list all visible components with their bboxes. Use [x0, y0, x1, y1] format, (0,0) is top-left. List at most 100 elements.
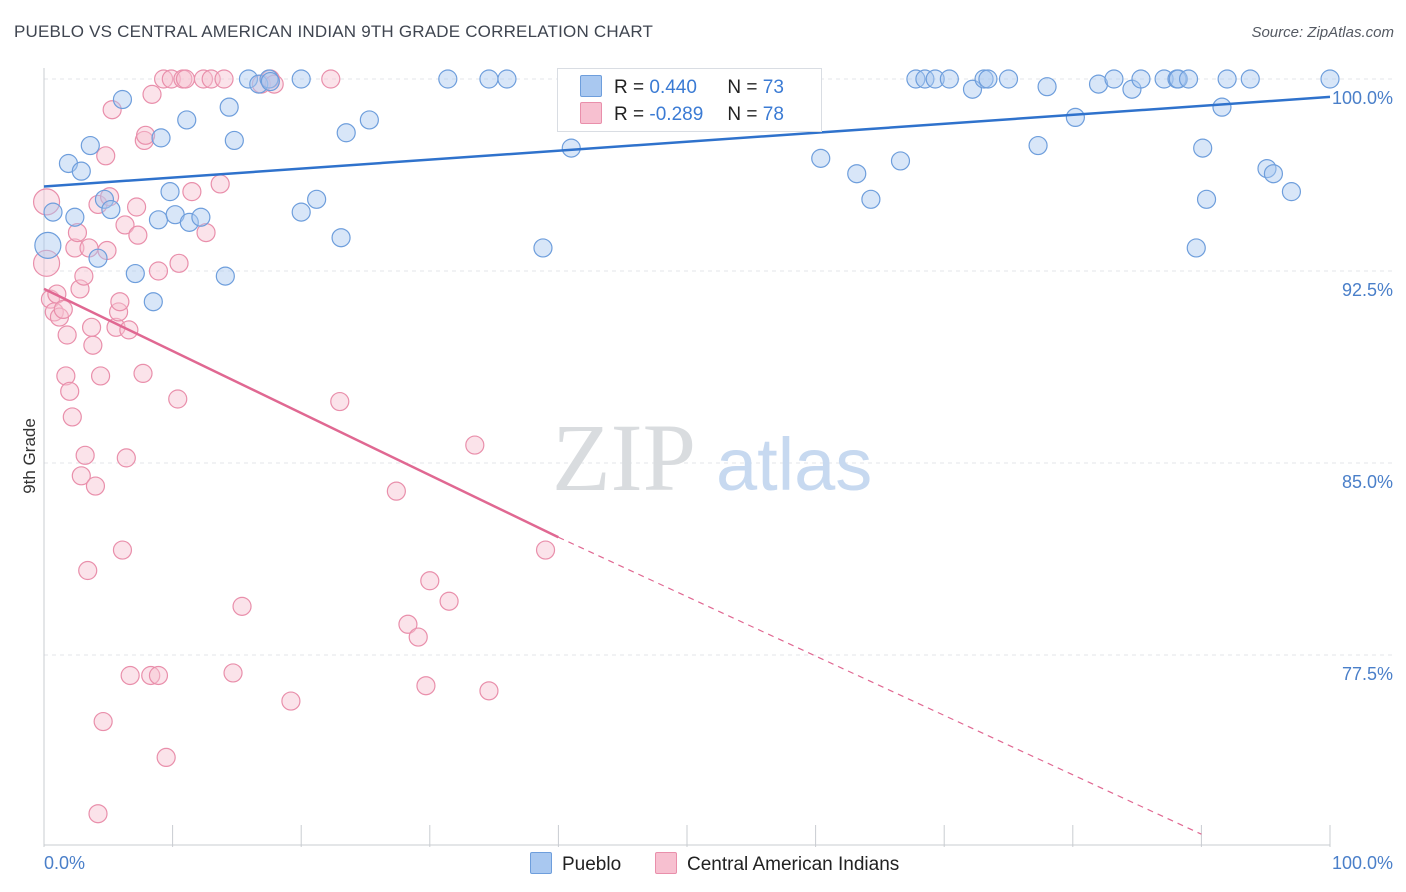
data-point — [191, 207, 211, 227]
legend-n-value: 78 — [762, 104, 784, 125]
data-point — [57, 325, 77, 345]
legend-item-pueblo[interactable]: Pueblo — [530, 852, 621, 876]
data-point — [169, 253, 189, 273]
x-tick-labels: 0.0% 100.0% — [44, 853, 1393, 873]
data-point — [260, 71, 280, 92]
data-point — [133, 363, 153, 383]
data-point — [78, 560, 98, 581]
legend-r-label: R = — [614, 77, 645, 98]
data-point — [321, 69, 341, 89]
data-point — [53, 299, 73, 319]
data-point — [386, 481, 406, 501]
data-point — [101, 199, 121, 220]
data-point — [1281, 182, 1302, 202]
data-point — [94, 189, 115, 209]
data-point — [291, 69, 311, 89]
trend-lines — [43, 95, 1331, 835]
data-point — [32, 188, 61, 216]
data-point — [65, 238, 85, 258]
data-point — [161, 69, 181, 89]
data-point — [223, 663, 243, 683]
data-point — [125, 263, 145, 284]
data-point — [1196, 189, 1217, 209]
data-point — [142, 84, 162, 104]
axes — [43, 68, 1331, 847]
data-point — [43, 202, 63, 222]
data-point — [143, 292, 163, 312]
legend-label: Pueblo — [562, 854, 622, 875]
watermark-atlas: atlas — [716, 423, 872, 506]
data-point — [1104, 69, 1124, 89]
data-point — [331, 228, 351, 248]
data-point — [74, 266, 94, 286]
data-point — [1065, 107, 1085, 128]
cai-swatch — [580, 102, 602, 124]
data-point — [56, 366, 76, 386]
legend-label: Central American Indians — [687, 854, 900, 875]
data-point — [88, 194, 108, 215]
data-point — [1186, 238, 1206, 258]
series-legend: Pueblo Central American Indians — [0, 852, 1406, 878]
data-point — [847, 164, 867, 184]
data-point — [925, 69, 945, 89]
data-point — [90, 366, 111, 386]
data-point — [1257, 159, 1277, 179]
data-point — [398, 614, 418, 634]
data-point — [141, 665, 161, 686]
data-point — [116, 448, 136, 468]
legend-row-cai: R = -0.289 N = 78 — [580, 102, 784, 126]
data-point — [1217, 69, 1237, 89]
data-point — [34, 231, 62, 259]
cai-trend-line — [43, 287, 559, 539]
data-point — [978, 69, 998, 89]
data-point — [1131, 69, 1151, 89]
data-point — [214, 69, 234, 89]
data-point — [151, 128, 171, 148]
legend-item-cai[interactable]: Central American Indians — [655, 852, 899, 876]
data-point — [112, 540, 133, 560]
data-point — [115, 215, 135, 235]
data-point — [168, 389, 188, 409]
data-point — [998, 69, 1019, 89]
data-point — [465, 435, 485, 455]
y-axis-title: 9th Grade — [20, 418, 39, 494]
data-point — [153, 69, 174, 89]
data-point — [120, 665, 140, 686]
data-point — [535, 540, 556, 560]
data-point — [71, 466, 91, 486]
data-point — [177, 110, 197, 130]
data-point — [420, 571, 440, 591]
data-point — [193, 69, 214, 89]
data-point — [93, 711, 113, 732]
pueblo-trend-line — [43, 95, 1331, 188]
grid-lines — [44, 78, 1394, 656]
legend-row-pueblo: R = 0.440 N = 73 — [580, 75, 784, 99]
data-point — [182, 182, 202, 202]
data-point — [108, 302, 129, 322]
x-tick-label: 100.0% — [1332, 853, 1393, 873]
data-point — [148, 665, 169, 686]
data-point — [1178, 69, 1199, 89]
data-point — [497, 69, 517, 89]
data-point — [533, 238, 553, 258]
data-point — [102, 100, 122, 120]
data-point — [83, 335, 103, 355]
data-point — [238, 69, 259, 89]
data-point — [479, 69, 499, 89]
data-point — [210, 174, 230, 194]
data-point — [175, 69, 196, 89]
data-point — [80, 135, 100, 156]
data-point — [861, 189, 881, 209]
data-point — [85, 476, 106, 496]
cai-swatch — [655, 852, 677, 874]
data-point — [62, 407, 82, 427]
data-point — [135, 125, 156, 145]
data-point — [75, 445, 95, 465]
watermark: ZIP atlas — [552, 404, 872, 511]
data-point — [1193, 138, 1213, 158]
data-point — [112, 89, 133, 110]
data-point — [281, 691, 301, 711]
data-point — [408, 627, 428, 647]
data-point — [67, 223, 88, 243]
